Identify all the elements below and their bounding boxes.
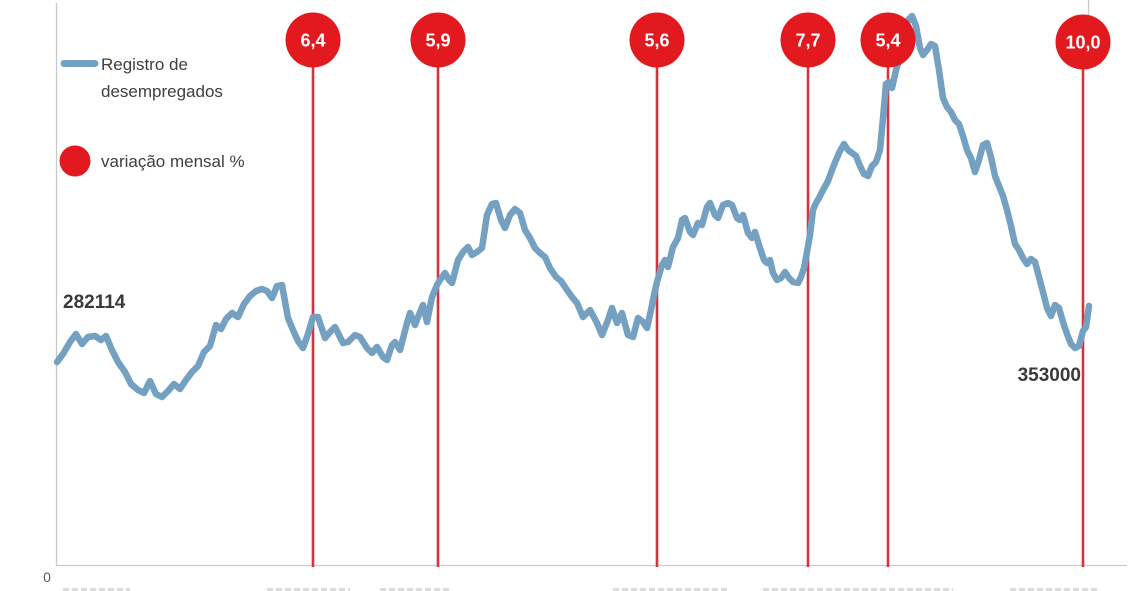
legend-line-label-1: Registro de [101, 55, 188, 74]
legend: Registro de desempregados variação mensa… [59, 55, 245, 177]
y-axis-origin-label: 0 [43, 569, 51, 585]
variation-marker [780, 12, 836, 68]
end-value-label: 353000 [1018, 365, 1081, 386]
legend-line-label-2: desempregados [101, 82, 223, 101]
variation-marker [860, 12, 916, 68]
variation-marker-value: 5,4 [875, 31, 900, 51]
variation-marker-value: 5,9 [425, 31, 450, 51]
registered-unemployed-line [53, 12, 1093, 401]
variation-marker-value: 7,7 [795, 31, 820, 51]
variation-marker-value: 5,6 [644, 31, 669, 51]
legend-circle-label: variação mensal % [101, 152, 245, 171]
variation-marker-value: 10,0 [1065, 33, 1100, 53]
legend-circle-swatch [59, 145, 91, 177]
variation-marker [410, 12, 466, 68]
marker-bubbles: 6,4 5,9 5,6 7,7 5,4 10,0 [285, 12, 1111, 70]
start-value-label: 282114 [63, 292, 126, 313]
variation-marker [285, 12, 341, 68]
variation-marker [629, 12, 685, 68]
variation-marker [1055, 14, 1111, 70]
marker-stems [311, 41, 1085, 567]
variation-marker-value: 6,4 [300, 31, 325, 51]
